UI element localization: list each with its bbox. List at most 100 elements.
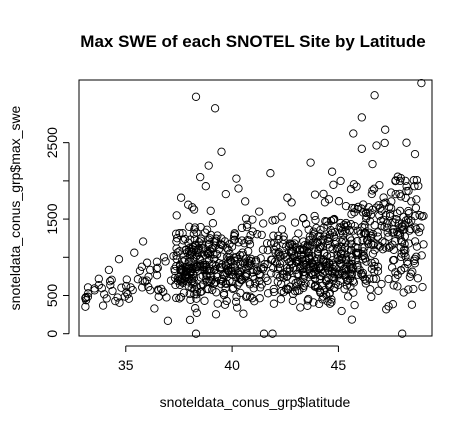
data-point (413, 274, 423, 283)
data-point (207, 275, 217, 285)
data-point (111, 296, 120, 306)
data-point (384, 243, 394, 252)
data-point (316, 274, 325, 284)
data-point (341, 238, 350, 247)
data-point (410, 149, 420, 159)
data-point (390, 255, 399, 265)
data-point (173, 276, 183, 286)
data-point (402, 186, 411, 196)
data-point (98, 301, 108, 310)
data-point (287, 248, 297, 257)
data-point (263, 289, 273, 298)
data-point (339, 220, 349, 229)
data-point (252, 266, 262, 276)
data-point (248, 272, 257, 281)
data-point (338, 235, 348, 244)
data-point (399, 245, 409, 255)
data-point (81, 302, 90, 311)
data-point (341, 218, 351, 228)
data-point (349, 129, 358, 138)
data-point (170, 266, 179, 276)
data-point (385, 209, 395, 218)
data-point (419, 211, 428, 221)
data-point (384, 232, 393, 241)
data-point (260, 259, 269, 269)
data-point (94, 281, 103, 290)
data-point (213, 231, 222, 240)
data-point (327, 298, 336, 307)
data-point (283, 193, 292, 202)
data-point (319, 189, 328, 199)
data-point (259, 219, 268, 228)
data-point (211, 265, 220, 274)
data-point (325, 288, 334, 298)
data-point (283, 255, 292, 264)
data-point (370, 91, 379, 100)
data-point (291, 257, 300, 266)
data-point (269, 245, 279, 254)
data-point (138, 237, 148, 246)
data-point (367, 189, 376, 199)
data-point (368, 229, 378, 239)
data-point (236, 267, 245, 277)
data-point (290, 218, 300, 227)
data-point (362, 212, 371, 221)
data-point (410, 211, 420, 221)
data-point (304, 294, 313, 304)
data-point (357, 270, 367, 279)
data-point (204, 266, 213, 275)
data-point (172, 293, 181, 303)
data-point (404, 206, 413, 216)
data-point (329, 180, 338, 189)
data-point (402, 138, 411, 147)
data-point (396, 192, 406, 201)
data-point (320, 198, 330, 207)
data-point (313, 238, 323, 247)
data-point (192, 228, 201, 237)
data-point (370, 257, 380, 267)
data-point (271, 215, 280, 225)
data-point (179, 288, 189, 297)
data-point (202, 271, 211, 281)
data-point (396, 266, 406, 275)
data-point (336, 260, 345, 269)
data-point (402, 182, 411, 191)
data-point (407, 300, 417, 309)
data-point (370, 221, 379, 230)
x-tick-label: 35 (118, 357, 134, 373)
data-point (381, 211, 391, 220)
data-point (325, 299, 335, 308)
data-point (172, 237, 181, 246)
data-point (256, 283, 265, 292)
data-point (245, 240, 255, 249)
data-point (241, 214, 251, 223)
data-point (246, 254, 256, 264)
data-point (245, 236, 254, 245)
data-point (401, 176, 410, 186)
data-point (205, 234, 215, 243)
data-point (405, 272, 415, 281)
data-point (419, 240, 428, 249)
y-tick-label: 0 (44, 330, 60, 338)
data-point (406, 269, 415, 278)
data-point (277, 286, 286, 296)
data-point (133, 275, 143, 284)
data-point (240, 239, 249, 248)
data-point (283, 263, 292, 273)
data-point (400, 239, 409, 249)
y-axis: 0 500 1500 2500 (44, 127, 70, 338)
x-axis-label: snoteldata_conus_grp$latitude (160, 394, 351, 410)
data-point (328, 244, 337, 253)
data-point (200, 296, 209, 305)
data-point (183, 264, 193, 274)
data-point (279, 239, 288, 249)
data-point (342, 259, 351, 268)
data-point (395, 229, 404, 238)
data-point (146, 286, 155, 295)
data-point (121, 281, 131, 291)
data-point (248, 294, 257, 303)
data-point (321, 217, 330, 226)
data-point (94, 274, 103, 283)
data-point (368, 249, 378, 258)
data-point (218, 277, 228, 286)
